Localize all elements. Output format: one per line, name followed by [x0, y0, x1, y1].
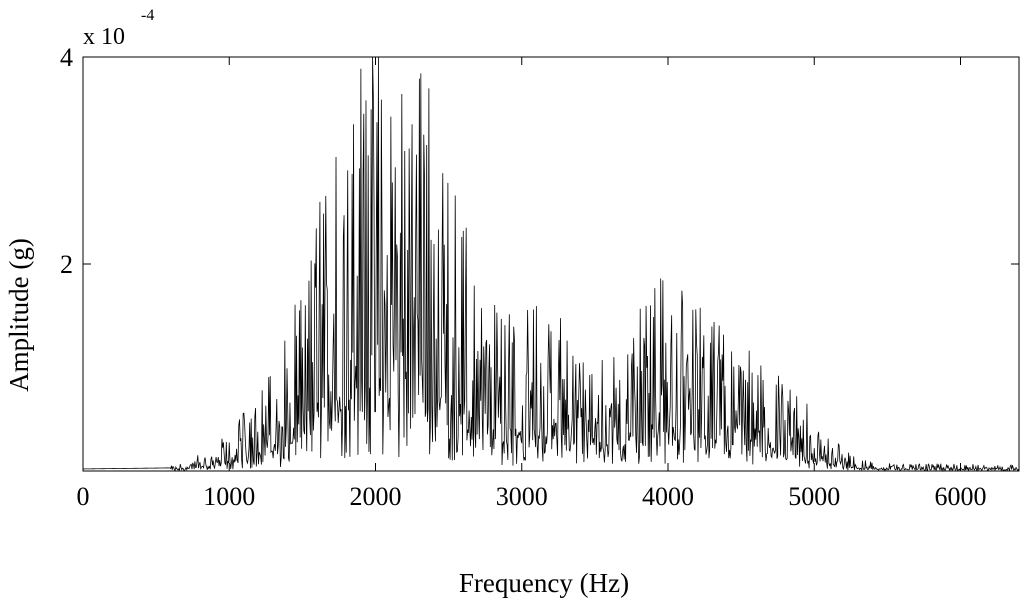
plot-frame	[82, 56, 1020, 472]
y-tick-label: 2	[60, 250, 73, 279]
x-tick-label: 3000	[496, 482, 548, 511]
y-axis: 24	[60, 43, 1019, 279]
y-tick-label: 4	[60, 43, 73, 72]
x-tick-label: 0	[77, 482, 90, 511]
x-tick-label: 4000	[642, 482, 694, 511]
y-axis-label: Amplitude (g)	[4, 238, 34, 392]
y-multiplier-exponent: -4	[141, 7, 154, 24]
amplitude-series-line	[82, 56, 1020, 473]
x-tick-label: 6000	[935, 482, 987, 511]
x-tick-label: 1000	[203, 482, 255, 511]
y-multiplier-label: x 10	[83, 24, 125, 50]
x-tick-label: 2000	[350, 482, 402, 511]
x-tick-label: 5000	[788, 482, 840, 511]
x-axis-label: Frequency (Hz)	[459, 568, 629, 598]
x-axis: 0 1000 2000 3000 4000 5000 6000	[77, 57, 987, 511]
